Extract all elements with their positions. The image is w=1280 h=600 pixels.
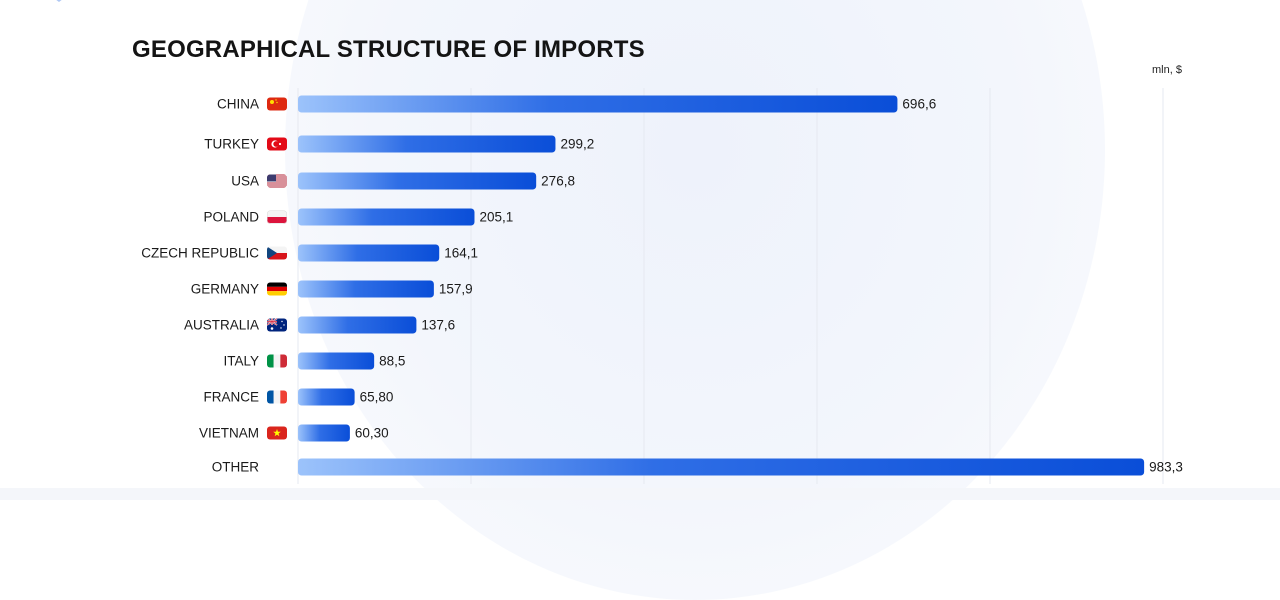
bar (298, 424, 350, 442)
czech-flag-icon (267, 246, 287, 260)
unit-label: mln, $ (1152, 64, 1182, 76)
bar (298, 388, 355, 406)
germany-flag-icon (267, 282, 287, 296)
value-label: 983,3 (1149, 460, 1183, 475)
category-label: POLAND (203, 210, 259, 225)
bar (298, 244, 440, 262)
logo-icon (56, 0, 62, 2)
bar (298, 135, 556, 153)
category-label: GERMANY (191, 282, 259, 297)
bar (298, 316, 417, 334)
category-label: CHINA (217, 97, 259, 112)
value-label: 164,1 (444, 246, 478, 261)
bar-row-poland: POLAND 205,1 (203, 208, 513, 226)
value-label: 157,9 (439, 282, 473, 297)
category-label: TURKEY (204, 137, 259, 152)
bar-row-turkey: TURKEY 299,2 (204, 135, 594, 153)
value-label: 276,8 (541, 174, 575, 189)
bottom-band (0, 488, 1280, 500)
china-flag-icon (267, 97, 287, 111)
bar (298, 95, 898, 113)
chart-title: GEOGRAPHICAL STRUCTURE OF IMPORTS (132, 36, 645, 63)
bar-row-france: FRANCE 65,80 (203, 388, 394, 406)
value-label: 60,30 (355, 426, 389, 441)
category-label: OTHER (212, 460, 260, 475)
category-label: VIETNAM (199, 426, 259, 441)
australia-flag-icon (267, 318, 287, 332)
bar (298, 280, 434, 298)
bar-row-other: OTHER 983,3 (212, 458, 1183, 476)
turkey-flag-icon (267, 137, 287, 151)
bar-row-czech-republic: CZECH REPUBLIC 164,1 (141, 244, 478, 262)
value-label: 137,6 (421, 318, 455, 333)
category-label: FRANCE (203, 390, 259, 405)
bar-row-usa: USA 276,8 (231, 172, 575, 190)
category-label: USA (231, 174, 259, 189)
value-label: 696,6 (902, 97, 936, 112)
bar-row-italy: ITALY 88,5 (223, 352, 405, 370)
category-label: AUSTRALIA (184, 318, 259, 333)
category-label: CZECH REPUBLIC (141, 246, 259, 261)
bar (298, 352, 375, 370)
bar-row-china: CHINA 696,6 (217, 95, 936, 113)
vietnam-flag-icon (267, 426, 287, 440)
bar-row-australia: AUSTRALIA 137,6 (184, 316, 455, 334)
bar-chart: CHINA 696,6 TURKEY 299,2 USA 276,8 POLAND 205,1… (141, 88, 1183, 484)
usa-flag-icon (267, 174, 287, 188)
bar (298, 172, 537, 190)
poland-flag-icon (267, 210, 287, 224)
italy-flag-icon (267, 354, 287, 368)
bar (298, 458, 1145, 476)
value-label: 299,2 (560, 137, 594, 152)
value-label: 88,5 (379, 354, 405, 369)
france-flag-icon (267, 390, 287, 404)
bar-row-vietnam: VIETNAM 60,30 (199, 424, 389, 442)
bar (298, 208, 475, 226)
category-label: ITALY (223, 354, 259, 369)
bar-row-germany: GERMANY 157,9 (191, 280, 473, 298)
value-label: 65,80 (360, 390, 394, 405)
value-label: 205,1 (479, 210, 513, 225)
